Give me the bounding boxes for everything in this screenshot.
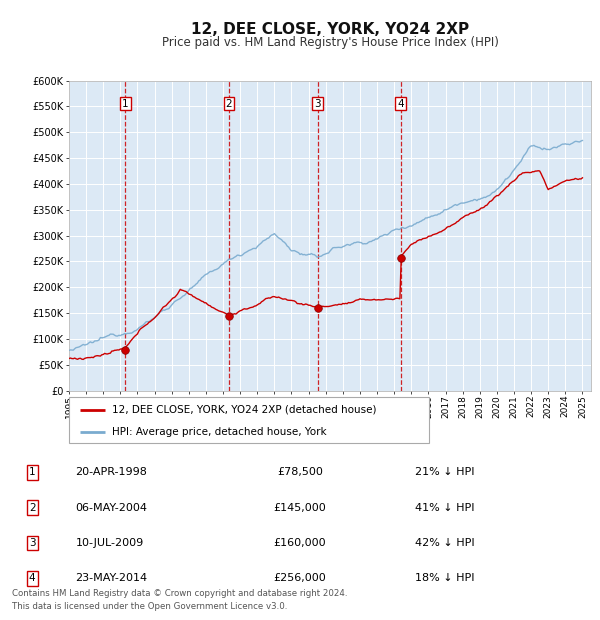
Text: HPI: Average price, detached house, York: HPI: Average price, detached house, York [112, 427, 327, 436]
Text: 1: 1 [122, 99, 129, 108]
Text: 4: 4 [397, 99, 404, 108]
Text: Price paid vs. HM Land Registry's House Price Index (HPI): Price paid vs. HM Land Registry's House … [161, 36, 499, 49]
Text: 2: 2 [29, 503, 35, 513]
Text: £78,500: £78,500 [277, 467, 323, 477]
Text: Contains HM Land Registry data © Crown copyright and database right 2024.
This d: Contains HM Land Registry data © Crown c… [12, 589, 347, 611]
Text: 3: 3 [314, 99, 321, 108]
Text: 41% ↓ HPI: 41% ↓ HPI [415, 503, 475, 513]
Text: 23-MAY-2014: 23-MAY-2014 [76, 574, 148, 583]
Text: 42% ↓ HPI: 42% ↓ HPI [415, 538, 475, 548]
Text: 21% ↓ HPI: 21% ↓ HPI [415, 467, 475, 477]
Text: 06-MAY-2004: 06-MAY-2004 [76, 503, 148, 513]
Text: 18% ↓ HPI: 18% ↓ HPI [415, 574, 475, 583]
Text: 20-APR-1998: 20-APR-1998 [76, 467, 147, 477]
Text: 3: 3 [29, 538, 35, 548]
Text: 4: 4 [29, 574, 35, 583]
Text: 1: 1 [29, 467, 35, 477]
Text: 2: 2 [226, 99, 232, 108]
Text: 10-JUL-2009: 10-JUL-2009 [76, 538, 143, 548]
FancyBboxPatch shape [69, 397, 429, 443]
Text: 12, DEE CLOSE, YORK, YO24 2XP: 12, DEE CLOSE, YORK, YO24 2XP [191, 22, 469, 37]
Text: 12, DEE CLOSE, YORK, YO24 2XP (detached house): 12, DEE CLOSE, YORK, YO24 2XP (detached … [112, 405, 377, 415]
Text: £145,000: £145,000 [274, 503, 326, 513]
Text: £160,000: £160,000 [274, 538, 326, 548]
Text: £256,000: £256,000 [274, 574, 326, 583]
